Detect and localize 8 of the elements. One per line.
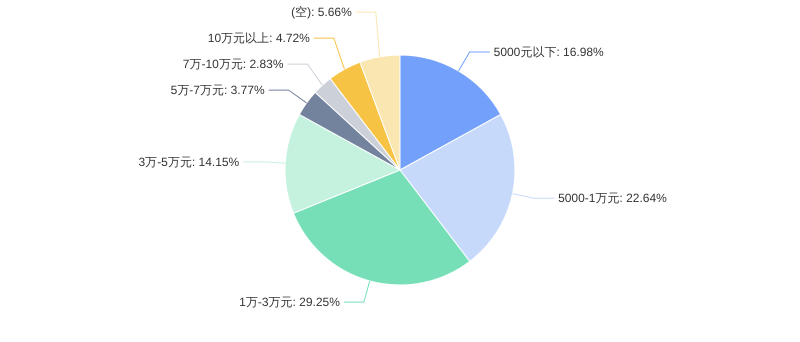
slice-label: 10万元以上: 4.72%	[208, 31, 310, 46]
slice-label: 5000-1万元: 22.64%	[558, 191, 668, 206]
slice-label: 1万-3万元: 29.25%	[239, 295, 340, 310]
slice-label: 3万-5万元: 14.15%	[138, 154, 240, 169]
slice-label: 7万-10万元: 2.83%	[182, 57, 284, 72]
slice-label: 5000元以下: 16.98%	[494, 45, 604, 60]
slice-label: 5万-7万元: 3.77%	[170, 83, 266, 98]
slice-label: (空): 5.66%	[291, 5, 352, 20]
